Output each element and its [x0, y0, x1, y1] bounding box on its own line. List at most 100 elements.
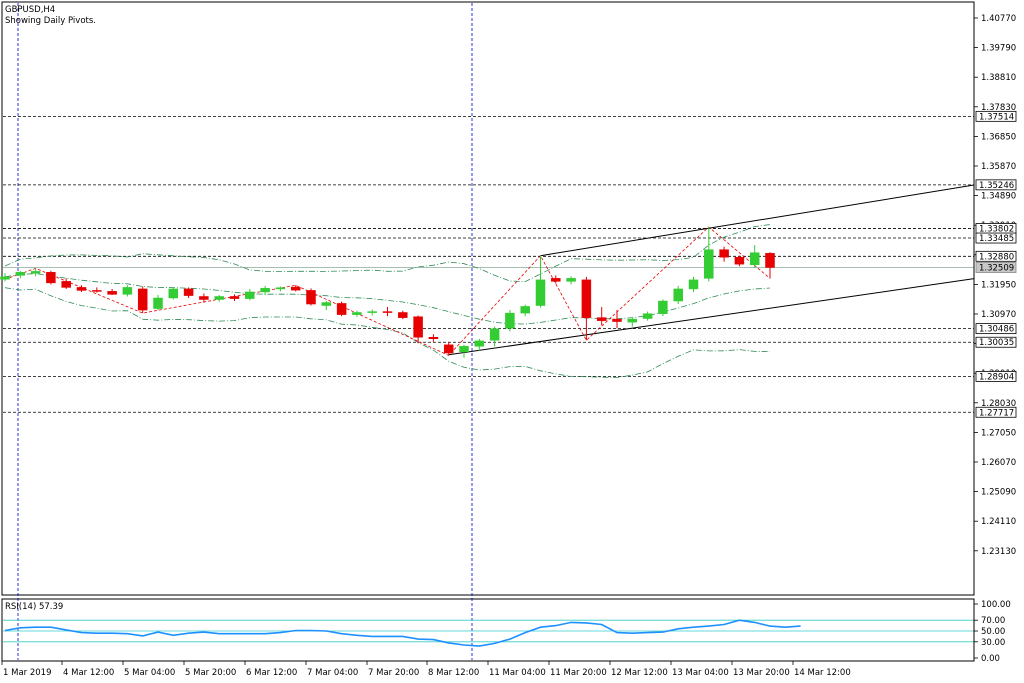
y-tick-label: 1.30970: [981, 310, 1016, 320]
candle-body: [275, 287, 286, 290]
candle: [260, 285, 270, 295]
rsi-tick-label: 30.00: [981, 638, 1005, 648]
candle: [61, 278, 71, 289]
candle: [275, 286, 286, 292]
rsi-line: [4, 619, 801, 647]
candle: [183, 287, 194, 298]
candle: [551, 275, 561, 284]
pivot-level-label: 1.27717: [979, 408, 1014, 418]
candle: [505, 310, 515, 332]
candle-body: [30, 271, 41, 274]
candle-body: [688, 279, 699, 290]
pivot-level-box: [975, 232, 1017, 244]
candle-body: [229, 296, 240, 299]
candle: [398, 310, 408, 320]
x-tick-label: 8 Mar 12:00: [428, 668, 479, 678]
y-tick-label: 1.26070: [981, 458, 1016, 468]
candle-body: [398, 312, 408, 318]
candle: [734, 255, 745, 267]
chart-symbol-title: GBPUSD,H4: [5, 5, 55, 15]
candle: [673, 285, 683, 305]
candle-body: [122, 287, 133, 295]
candle: [122, 285, 133, 297]
candle: [382, 307, 393, 317]
pivot-level-box: [975, 371, 1017, 382]
rsi-frame: [1, 598, 975, 662]
candle: [520, 304, 530, 317]
candle-body: [214, 296, 224, 300]
pivot-level-box: [975, 250, 1017, 262]
candle-body: [46, 272, 56, 284]
candle: [153, 294, 163, 311]
rsi-tick-label: 0.00: [981, 654, 1000, 664]
y-tick-label: 1.23130: [981, 547, 1016, 557]
candle-body: [566, 278, 576, 282]
candle-body: [535, 279, 546, 306]
candle: [46, 270, 56, 285]
x-tick-label: 5 Mar 04:00: [124, 668, 175, 678]
y-tick-label: 1.24110: [981, 517, 1016, 527]
candle-body: [183, 288, 194, 296]
candle: [688, 276, 699, 292]
channel-lower-line: [448, 278, 975, 356]
candle: [627, 317, 638, 327]
pivot-level-label: 1.37514: [979, 112, 1014, 122]
candle: [92, 287, 102, 293]
candle: [290, 285, 301, 292]
candle-body: [627, 318, 638, 323]
pivot-level-box: [975, 110, 1017, 122]
pivot-level-label: 1.32880: [979, 252, 1014, 262]
candle-body: [76, 287, 87, 291]
candle: [336, 301, 347, 317]
candle-body: [290, 286, 301, 291]
x-tick-label: 6 Mar 12:00: [246, 668, 297, 678]
pivot-level-box: [975, 406, 1017, 418]
rsi-tick-label: 70.00: [981, 616, 1005, 626]
candle: [229, 294, 240, 302]
x-tick-label: 5 Mar 20:00: [185, 668, 236, 678]
band-lower: [4, 287, 771, 378]
candle-body: [15, 272, 26, 276]
candle: [719, 246, 729, 262]
candle-body: [367, 311, 377, 313]
candle: [76, 285, 87, 292]
candle: [199, 293, 209, 303]
candle-body: [551, 278, 561, 282]
band-upper: [4, 224, 771, 283]
chart-subtitle: Showing Daily Pivots.: [5, 16, 96, 26]
pivot-level-box: [975, 323, 1017, 335]
candle-body: [137, 288, 148, 311]
x-tick-label: 7 Mar 20:00: [368, 668, 419, 678]
candle-body: [581, 279, 592, 318]
y-tick-label: 1.40770: [981, 14, 1016, 24]
candle-body: [168, 288, 179, 299]
candle: [0, 273, 10, 282]
candle-body: [92, 290, 102, 292]
candle-body: [413, 316, 423, 338]
candle: [168, 287, 179, 300]
candle: [428, 334, 439, 342]
candle-body: [596, 317, 607, 321]
candle-body: [489, 328, 500, 341]
candle-body: [153, 297, 163, 309]
y-tick-label: 1.25090: [981, 488, 1016, 498]
candle: [658, 299, 668, 317]
band-middle: [4, 273, 771, 325]
candle: [245, 288, 255, 301]
y-tick-label: 1.27050: [981, 428, 1016, 438]
zigzag-line: [4, 226, 771, 356]
y-tick-label: 1.37830: [981, 103, 1016, 113]
current-price-box: [975, 262, 1017, 273]
rsi-tick-label: 50.00: [981, 627, 1005, 637]
rsi-label: RSI(14) 57.39: [5, 602, 63, 612]
candle-body: [612, 318, 622, 322]
y-tick-label: 1.28030: [981, 399, 1016, 409]
candle: [581, 276, 592, 341]
candle: [107, 288, 117, 295]
candle: [535, 255, 546, 308]
candle-body: [474, 340, 485, 347]
x-tick-label: 14 Mar 12:00: [794, 668, 851, 678]
rsi-tick-label: 100.00: [981, 600, 1011, 610]
candle-body: [352, 312, 362, 315]
